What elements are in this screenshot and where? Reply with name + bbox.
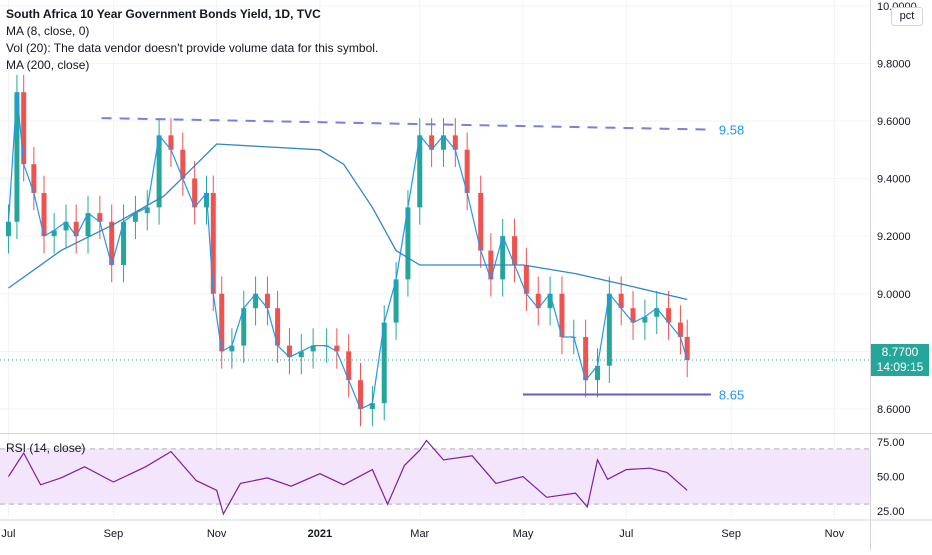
- candle-body: [109, 221, 115, 265]
- candle-body: [132, 213, 138, 222]
- y-tick-label: 9.4000: [877, 174, 911, 186]
- ma200-line: [8, 143, 688, 301]
- bar-countdown: 14:09:15: [876, 360, 924, 374]
- x-tick-label: Sep: [721, 528, 741, 540]
- rsi-tick-label: 75.00: [877, 437, 905, 449]
- candle-body: [121, 221, 127, 265]
- ma200-legend: MA (200, close): [6, 58, 90, 72]
- candle-body: [417, 135, 423, 208]
- candle-body: [405, 207, 411, 280]
- candle-body: [210, 192, 216, 294]
- last-price-value: 8.7700: [881, 345, 919, 359]
- candle-body: [393, 279, 399, 323]
- volume-legend: Vol (20): The data vendor doesn't provid…: [6, 41, 379, 55]
- y-tick-label: 9.8000: [877, 58, 911, 70]
- last-price-tag: 8.7700 14:09:15: [871, 344, 929, 376]
- candle-body: [219, 293, 225, 352]
- candle-body: [310, 345, 316, 352]
- resistance-label: 9.58: [719, 123, 744, 138]
- x-tick-label: Jul: [1, 528, 15, 540]
- candle-body: [654, 308, 660, 317]
- candle-body: [642, 316, 648, 323]
- support-label: 8.65: [719, 388, 744, 403]
- candle-body: [21, 92, 27, 165]
- rsi-legend: RSI (14, close): [6, 441, 86, 455]
- candle-body: [666, 308, 672, 323]
- candle-body: [264, 293, 270, 309]
- candle-body: [630, 308, 636, 323]
- candles: [5, 74, 690, 427]
- candle-body: [523, 264, 529, 294]
- candle-body: [144, 207, 150, 214]
- x-tick-label: Sep: [104, 528, 124, 540]
- x-tick-label: 2021: [308, 528, 332, 540]
- candle-body: [381, 322, 387, 404]
- candle-body: [180, 149, 186, 179]
- candle-body: [5, 221, 11, 237]
- y-tick-label: 8.6000: [877, 404, 911, 416]
- candle-body: [440, 135, 446, 150]
- symbol-title: South Africa 10 Year Government Bonds Yi…: [6, 7, 321, 21]
- candle-body: [73, 221, 79, 237]
- candle-body: [512, 236, 518, 265]
- candle-body: [241, 308, 247, 346]
- rsi-band: [0, 448, 870, 505]
- candle-body: [606, 293, 612, 366]
- candle-body: [31, 164, 37, 193]
- candle-body: [97, 213, 103, 222]
- candle-body: [192, 178, 198, 208]
- candle-body: [51, 230, 57, 237]
- x-tick-label: Jul: [619, 528, 633, 540]
- x-tick-label: Nov: [207, 528, 227, 540]
- candle-body: [594, 365, 600, 381]
- candle-body: [275, 308, 281, 346]
- candle-body: [229, 345, 235, 352]
- candle-body: [547, 293, 553, 309]
- candle-body: [334, 345, 340, 352]
- ma8-legend: MA (8, close, 0): [6, 24, 90, 38]
- candle-body: [429, 135, 435, 150]
- candle-body: [85, 213, 91, 237]
- ma8-line: [7, 92, 688, 410]
- candle-body: [168, 135, 174, 150]
- candle-body: [156, 135, 162, 208]
- rsi-tick-label: 25.00: [877, 506, 905, 518]
- candle-body: [298, 351, 304, 358]
- y-tick-label: 9.0000: [877, 289, 911, 301]
- y-tick-label: 9.6000: [877, 116, 911, 128]
- candle-body: [14, 92, 20, 222]
- resistance-trendline: [101, 117, 711, 131]
- candle-body: [535, 293, 541, 309]
- candle-body: [369, 403, 375, 409]
- candle-body: [253, 293, 259, 309]
- candle-body: [559, 293, 565, 337]
- candle-body: [346, 351, 352, 381]
- rsi-tick-label: 50.00: [877, 472, 905, 484]
- x-tick-label: Mar: [410, 528, 429, 540]
- candle-body: [478, 192, 484, 251]
- rsi-line: [7, 439, 688, 516]
- candle-body: [464, 149, 470, 193]
- candle-body: [583, 336, 589, 381]
- candle-body: [286, 345, 292, 358]
- candle-body: [452, 135, 458, 150]
- x-tick-label: May: [513, 528, 534, 540]
- candle-body: [618, 293, 624, 309]
- percent-scale-button[interactable]: pct: [891, 7, 923, 26]
- candle-body: [500, 236, 506, 280]
- candle-body: [358, 380, 364, 409]
- candle-body: [677, 322, 683, 337]
- candle-body: [63, 221, 69, 231]
- candle-body: [684, 336, 690, 360]
- chart-legend: South Africa 10 Year Government Bonds Yi…: [6, 6, 378, 74]
- y-tick-label: 9.2000: [877, 231, 911, 243]
- x-tick-label: Nov: [825, 528, 845, 540]
- candle-body: [41, 192, 47, 237]
